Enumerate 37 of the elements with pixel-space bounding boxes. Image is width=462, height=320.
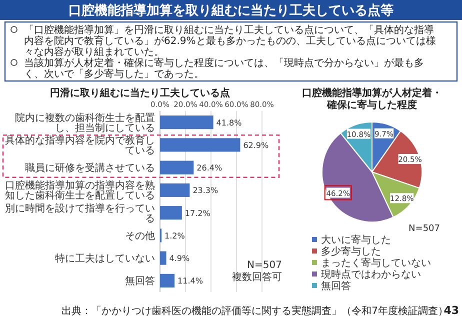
- y-tick-label: 職員に研修を受講させている: [25, 162, 155, 174]
- data-label: 4.9%: [169, 254, 190, 264]
- y-tick-label: 院内に複数の歯科衛生士を配置し、担当制にしている: [15, 112, 155, 134]
- data-label: 23.3%: [192, 186, 219, 196]
- legend-label: 現時点ではわからない: [321, 268, 421, 280]
- bar: [160, 160, 194, 174]
- text: 「口腔機能指導加算」を円滑に取り組むに当たり工夫している点について、「具体的な指導内容を院内で教育している」が62.9%と最も多かったものの、工夫している点については様々な内容が取り組まれていた。: [24, 24, 436, 58]
- data-label: 41.8%: [216, 118, 242, 128]
- bar: [160, 251, 166, 265]
- text: N=507: [408, 224, 440, 234]
- legend-label: 無回答: [321, 280, 351, 292]
- legend-label: 大いに寄与した: [321, 234, 391, 246]
- legend-label: まったく寄与していない: [321, 257, 431, 269]
- annotation: 複数回答可: [232, 271, 282, 283]
- data-label: 62.9%: [243, 140, 270, 150]
- data-label: 1.2%: [164, 231, 186, 240]
- data-label: 17.2%: [184, 208, 211, 218]
- y-tick-label: 無回答: [125, 275, 155, 288]
- y-tick-label: 具体的な指導内容を院内で教育している: [5, 134, 155, 156]
- chart-title: 口腔機能指導加算が人材定着・確保に寄与した程度: [302, 87, 442, 111]
- data-label: 26.4%: [196, 164, 222, 173]
- y-tick-label: 特に工夫はしていない: [55, 252, 155, 265]
- text: 口腔機能指導加算を取り組むに当たり工夫している点等: [68, 2, 394, 18]
- data-label: 11.4%: [178, 276, 204, 286]
- chart-title: 円滑に取り組むに当たり工夫している点: [50, 87, 230, 99]
- bar: [160, 183, 190, 197]
- bar: [160, 274, 175, 288]
- y-tick-label: 別に時間を設けて指導を行っている: [5, 202, 155, 224]
- bar: [160, 116, 214, 130]
- text: 当該加算が人材定着・確保に寄与した程度については、「現時点で分からない」が最も多く、次いで「多少寄与した」であった。: [24, 57, 424, 80]
- bar: [160, 206, 182, 220]
- y-tick-label: その他: [125, 230, 155, 242]
- legend-label: 多少寄与した: [321, 246, 381, 258]
- text: 43: [444, 304, 459, 317]
- annotation: N=507: [247, 260, 282, 271]
- bar: [160, 138, 240, 152]
- y-tick-label: 口腔機能指導加算の指導内容を熟知した歯科衛生士を配置している: [5, 180, 155, 202]
